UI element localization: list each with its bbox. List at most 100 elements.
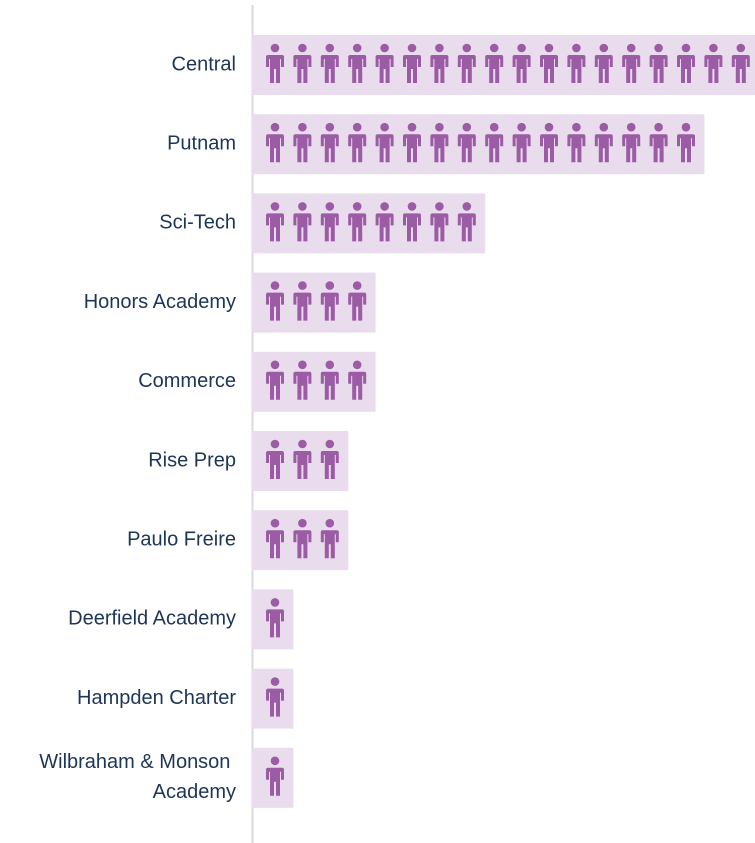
person-body xyxy=(430,55,449,83)
person-body xyxy=(430,213,449,242)
person-head xyxy=(325,43,335,53)
person-body xyxy=(512,55,531,83)
person-body xyxy=(375,55,394,83)
category-label: Commerce xyxy=(138,370,236,392)
person-body xyxy=(622,134,641,163)
icon-row xyxy=(252,193,486,254)
person-head xyxy=(435,43,444,53)
person-body xyxy=(348,134,367,163)
person-head xyxy=(270,281,280,290)
person-head xyxy=(681,43,691,53)
person-head xyxy=(709,43,718,53)
icon-row xyxy=(252,114,705,175)
category-label: Deerfield Academy xyxy=(68,608,236,630)
person-head xyxy=(626,122,636,132)
person-body xyxy=(677,55,695,83)
person-body xyxy=(485,55,504,83)
person-body xyxy=(375,213,394,242)
person-body xyxy=(266,213,284,242)
person-head xyxy=(325,202,335,211)
person-body xyxy=(649,55,668,83)
person-head xyxy=(325,122,335,132)
person-head xyxy=(270,677,280,686)
person-head xyxy=(270,360,280,370)
person-head xyxy=(380,43,389,53)
icon-row xyxy=(252,351,376,412)
person-head xyxy=(380,122,389,132)
person-head xyxy=(736,43,746,53)
person-body xyxy=(457,134,476,163)
person-head xyxy=(462,202,472,211)
icon-row xyxy=(252,589,294,650)
person-head xyxy=(298,43,307,53)
person-head xyxy=(599,122,609,132)
person-head xyxy=(298,439,307,449)
category-label: Rise Prep xyxy=(148,449,236,471)
person-body xyxy=(403,134,421,163)
person-head xyxy=(380,202,389,211)
person-body xyxy=(320,55,339,83)
person-head xyxy=(681,122,691,132)
person-head xyxy=(407,43,417,53)
person-body xyxy=(320,371,339,400)
person-body xyxy=(266,451,284,479)
person-body xyxy=(320,292,339,321)
person-body xyxy=(293,213,312,242)
person-body xyxy=(293,451,312,479)
person-body xyxy=(567,55,586,83)
person-body xyxy=(348,213,367,242)
person-head xyxy=(462,122,472,132)
category-label: Central xyxy=(172,53,236,75)
icon-row xyxy=(252,668,294,729)
person-body xyxy=(348,371,367,400)
person-body xyxy=(430,134,449,163)
person-head xyxy=(270,518,280,528)
person-head xyxy=(352,202,362,211)
person-body xyxy=(540,134,558,163)
person-head xyxy=(270,202,280,211)
person-body xyxy=(266,134,284,163)
person-body xyxy=(704,55,723,83)
category-label: Honors Academy xyxy=(84,291,236,313)
person-body xyxy=(457,55,476,83)
person-head xyxy=(572,122,581,132)
person-head xyxy=(325,281,335,290)
person-head xyxy=(599,43,609,53)
person-head xyxy=(352,281,362,290)
icon-row xyxy=(252,431,349,491)
person-head xyxy=(352,360,362,370)
person-body xyxy=(348,292,367,321)
person-body xyxy=(266,292,284,321)
person-body xyxy=(485,134,504,163)
person-body xyxy=(266,371,284,400)
person-head xyxy=(407,202,417,211)
person-head xyxy=(489,43,499,53)
person-body xyxy=(293,292,312,321)
person-head xyxy=(270,439,280,449)
person-head xyxy=(325,518,335,528)
icon-row xyxy=(252,510,349,571)
person-head xyxy=(298,518,307,528)
person-body xyxy=(320,213,339,242)
person-head xyxy=(270,598,280,607)
person-head xyxy=(270,43,280,53)
person-body xyxy=(266,530,284,559)
person-head xyxy=(352,43,362,53)
person-head xyxy=(298,202,307,211)
person-head xyxy=(435,122,444,132)
row-background xyxy=(252,193,486,254)
category-label: Hampden Charter xyxy=(77,687,236,709)
person-body xyxy=(375,134,394,163)
person-body xyxy=(293,371,312,400)
category-label: Putnam xyxy=(167,132,236,154)
person-head xyxy=(654,43,663,53)
person-body xyxy=(266,767,284,796)
person-head xyxy=(572,43,581,53)
person-head xyxy=(544,122,554,132)
person-head xyxy=(462,43,472,53)
person-head xyxy=(489,122,499,132)
person-body xyxy=(512,134,531,163)
person-body xyxy=(731,55,750,83)
person-body xyxy=(266,609,284,638)
